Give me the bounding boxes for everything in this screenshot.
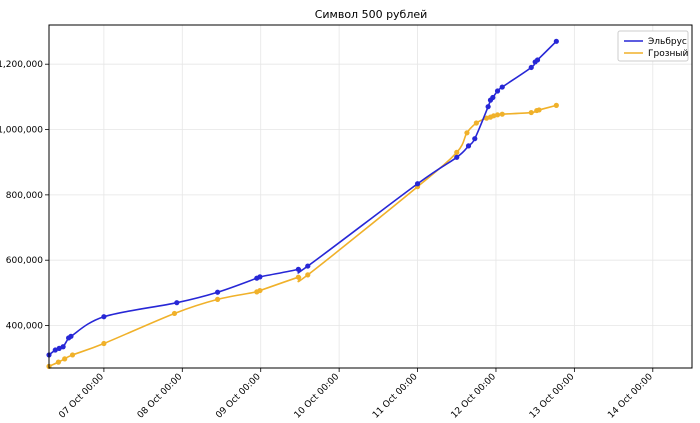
data-point: [305, 272, 311, 278]
data-point: [528, 64, 534, 71]
x-tick-label: 08 Oct 00:00: [136, 372, 185, 421]
data-point: [494, 112, 501, 118]
data-point: [454, 149, 460, 155]
legend-label-grozny: Грозный: [648, 49, 688, 59]
data-point: [491, 113, 497, 119]
y-tick-label: 600,000: [6, 256, 43, 266]
data-point: [101, 340, 107, 347]
data-point: [473, 120, 479, 126]
data-point: [485, 104, 491, 110]
data-point: [553, 38, 559, 44]
data-point: [465, 143, 472, 149]
data-point: [464, 130, 470, 136]
x-tick-label: 07 Oct 00:00: [57, 372, 106, 421]
data-point: [56, 345, 62, 351]
data-point: [55, 359, 62, 365]
y-tick-label: 400,000: [6, 322, 43, 332]
data-point: [52, 347, 58, 353]
data-point: [62, 356, 68, 362]
legend-label-elbrus: Эльбрус: [648, 37, 687, 47]
axes: 400,000 600,000 800,000 1,000,000 1,200,000 0…: [0, 60, 655, 420]
data-point: [490, 94, 496, 101]
data-point: [414, 181, 421, 187]
y-tick-label: 800,000: [6, 191, 43, 201]
legend: Эльбрус Грозный: [617, 30, 689, 62]
data-point: [214, 289, 221, 295]
data-point: [553, 102, 559, 108]
series-line: [48, 104, 557, 368]
plot-frame: [48, 24, 693, 369]
grid: [49, 25, 692, 368]
data-point: [60, 344, 66, 350]
data-point: [454, 154, 460, 160]
series-1: [46, 102, 559, 369]
x-tick-label: 13 Oct 00:00: [528, 372, 577, 421]
series-layer: [46, 38, 559, 369]
data-point: [295, 266, 301, 272]
data-point: [472, 136, 478, 142]
data-point: [483, 115, 490, 121]
data-point: [69, 352, 76, 358]
x-tick-label: 11 Oct 00:00: [371, 372, 420, 421]
x-tick-label: 12 Oct 00:00: [450, 372, 499, 421]
y-tick-label: 1,200,000: [0, 60, 43, 70]
data-point: [528, 109, 534, 116]
series-line: [48, 40, 557, 356]
data-point: [257, 274, 263, 280]
data-point: [494, 88, 501, 94]
x-tick-label: 09 Oct 00:00: [214, 372, 263, 421]
x-tick-label: 10 Oct 00:00: [293, 372, 342, 421]
x-tick-label: 14 Oct 00:00: [606, 372, 655, 421]
data-point: [257, 287, 263, 294]
series-0: [46, 38, 559, 358]
data-point: [305, 263, 311, 269]
data-point: [214, 296, 221, 302]
y-tick-label: 1,000,000: [0, 126, 43, 136]
data-point: [534, 57, 541, 63]
data-point: [174, 300, 180, 306]
data-point: [536, 107, 542, 113]
data-point: [171, 310, 178, 317]
chart-title: Символ 500 рублей: [315, 8, 428, 21]
data-point: [499, 84, 505, 90]
data-point: [499, 111, 505, 117]
data-point: [101, 314, 107, 320]
data-point: [68, 333, 74, 339]
data-point: [295, 274, 301, 280]
